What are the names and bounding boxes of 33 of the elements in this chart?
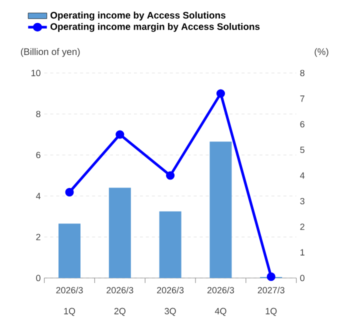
point [166, 171, 175, 180]
point [216, 89, 225, 98]
legend-label: Operating income margin by Access Solutions [50, 22, 260, 32]
legend-label: Operating income by Access Solutions [50, 12, 226, 21]
y2-tick-label: 8 [300, 70, 304, 76]
y2-tick-label: 4 [300, 172, 305, 179]
category-label: 2027/3 1Q [258, 286, 284, 316]
y2-tick-label: 6 [300, 121, 304, 128]
y2-tick-label: 0 [300, 274, 304, 282]
y2-tick-label: 7 [300, 96, 304, 102]
point [116, 130, 124, 139]
category-label: 2026/3 4Q [207, 286, 234, 316]
y2-tick-label: 3 [300, 198, 304, 204]
y-tick-label: 6 [36, 152, 40, 158]
category-label: 2026/3 2Q [106, 286, 134, 316]
y-tick-label: 0 [36, 274, 40, 282]
y-axis-title: (Billion of yen) [20, 48, 80, 57]
point [65, 188, 74, 196]
bar [108, 188, 131, 278]
y2-tick-label: 5 [300, 146, 304, 154]
y2-axis-title: (%) [314, 48, 328, 57]
bar [58, 224, 80, 278]
y2-tick-label: 1 [300, 249, 304, 256]
y-tick-label: 2 [36, 234, 40, 240]
bar [210, 142, 232, 278]
y-tick-label: 8 [36, 110, 40, 118]
y-tick-label: 4 [36, 192, 41, 200]
bar [159, 211, 182, 278]
y-tick-label: 10 [31, 70, 40, 76]
point [266, 272, 276, 282]
category-label: 2026/3 3Q [157, 286, 184, 316]
category-label: 2026/3 1Q [56, 286, 83, 316]
y2-tick-label: 2 [300, 224, 304, 230]
